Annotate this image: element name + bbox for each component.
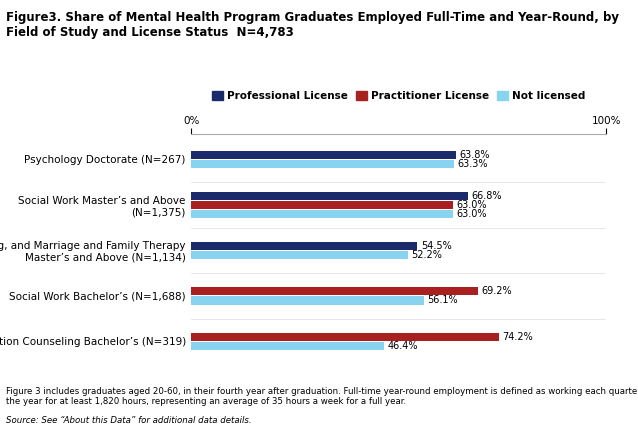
Bar <box>191 342 384 350</box>
Bar <box>191 201 453 209</box>
Text: 63.0%: 63.0% <box>456 209 487 219</box>
Text: 54.5%: 54.5% <box>420 241 452 251</box>
Bar <box>191 160 454 168</box>
Text: 46.4%: 46.4% <box>387 341 418 351</box>
Text: 69.2%: 69.2% <box>482 287 512 296</box>
Text: 74.2%: 74.2% <box>503 332 533 342</box>
Bar <box>191 296 424 304</box>
Text: Source: See “About this Data” for additional data details.: Source: See “About this Data” for additi… <box>6 416 252 425</box>
Bar <box>191 251 408 259</box>
Text: Figure3. Share of Mental Health Program Graduates Employed Full-Time and Year-Ro: Figure3. Share of Mental Health Program … <box>6 11 619 39</box>
Bar <box>191 287 478 295</box>
Bar <box>191 191 468 200</box>
Bar <box>191 210 453 218</box>
Bar <box>191 242 417 250</box>
Legend: Professional License, Practitioner License, Not licensed: Professional License, Practitioner Licen… <box>212 91 585 101</box>
Text: Figure 3 includes graduates aged 20-60, in their fourth year after graduation. F: Figure 3 includes graduates aged 20-60, … <box>6 387 638 406</box>
Text: 56.1%: 56.1% <box>427 295 458 305</box>
Text: 66.8%: 66.8% <box>471 190 502 201</box>
Text: 52.2%: 52.2% <box>412 250 442 260</box>
Bar <box>191 333 499 341</box>
Text: 63.8%: 63.8% <box>459 150 490 160</box>
Bar <box>191 151 456 159</box>
Text: 63.3%: 63.3% <box>457 159 487 169</box>
Text: 63.0%: 63.0% <box>456 200 487 210</box>
